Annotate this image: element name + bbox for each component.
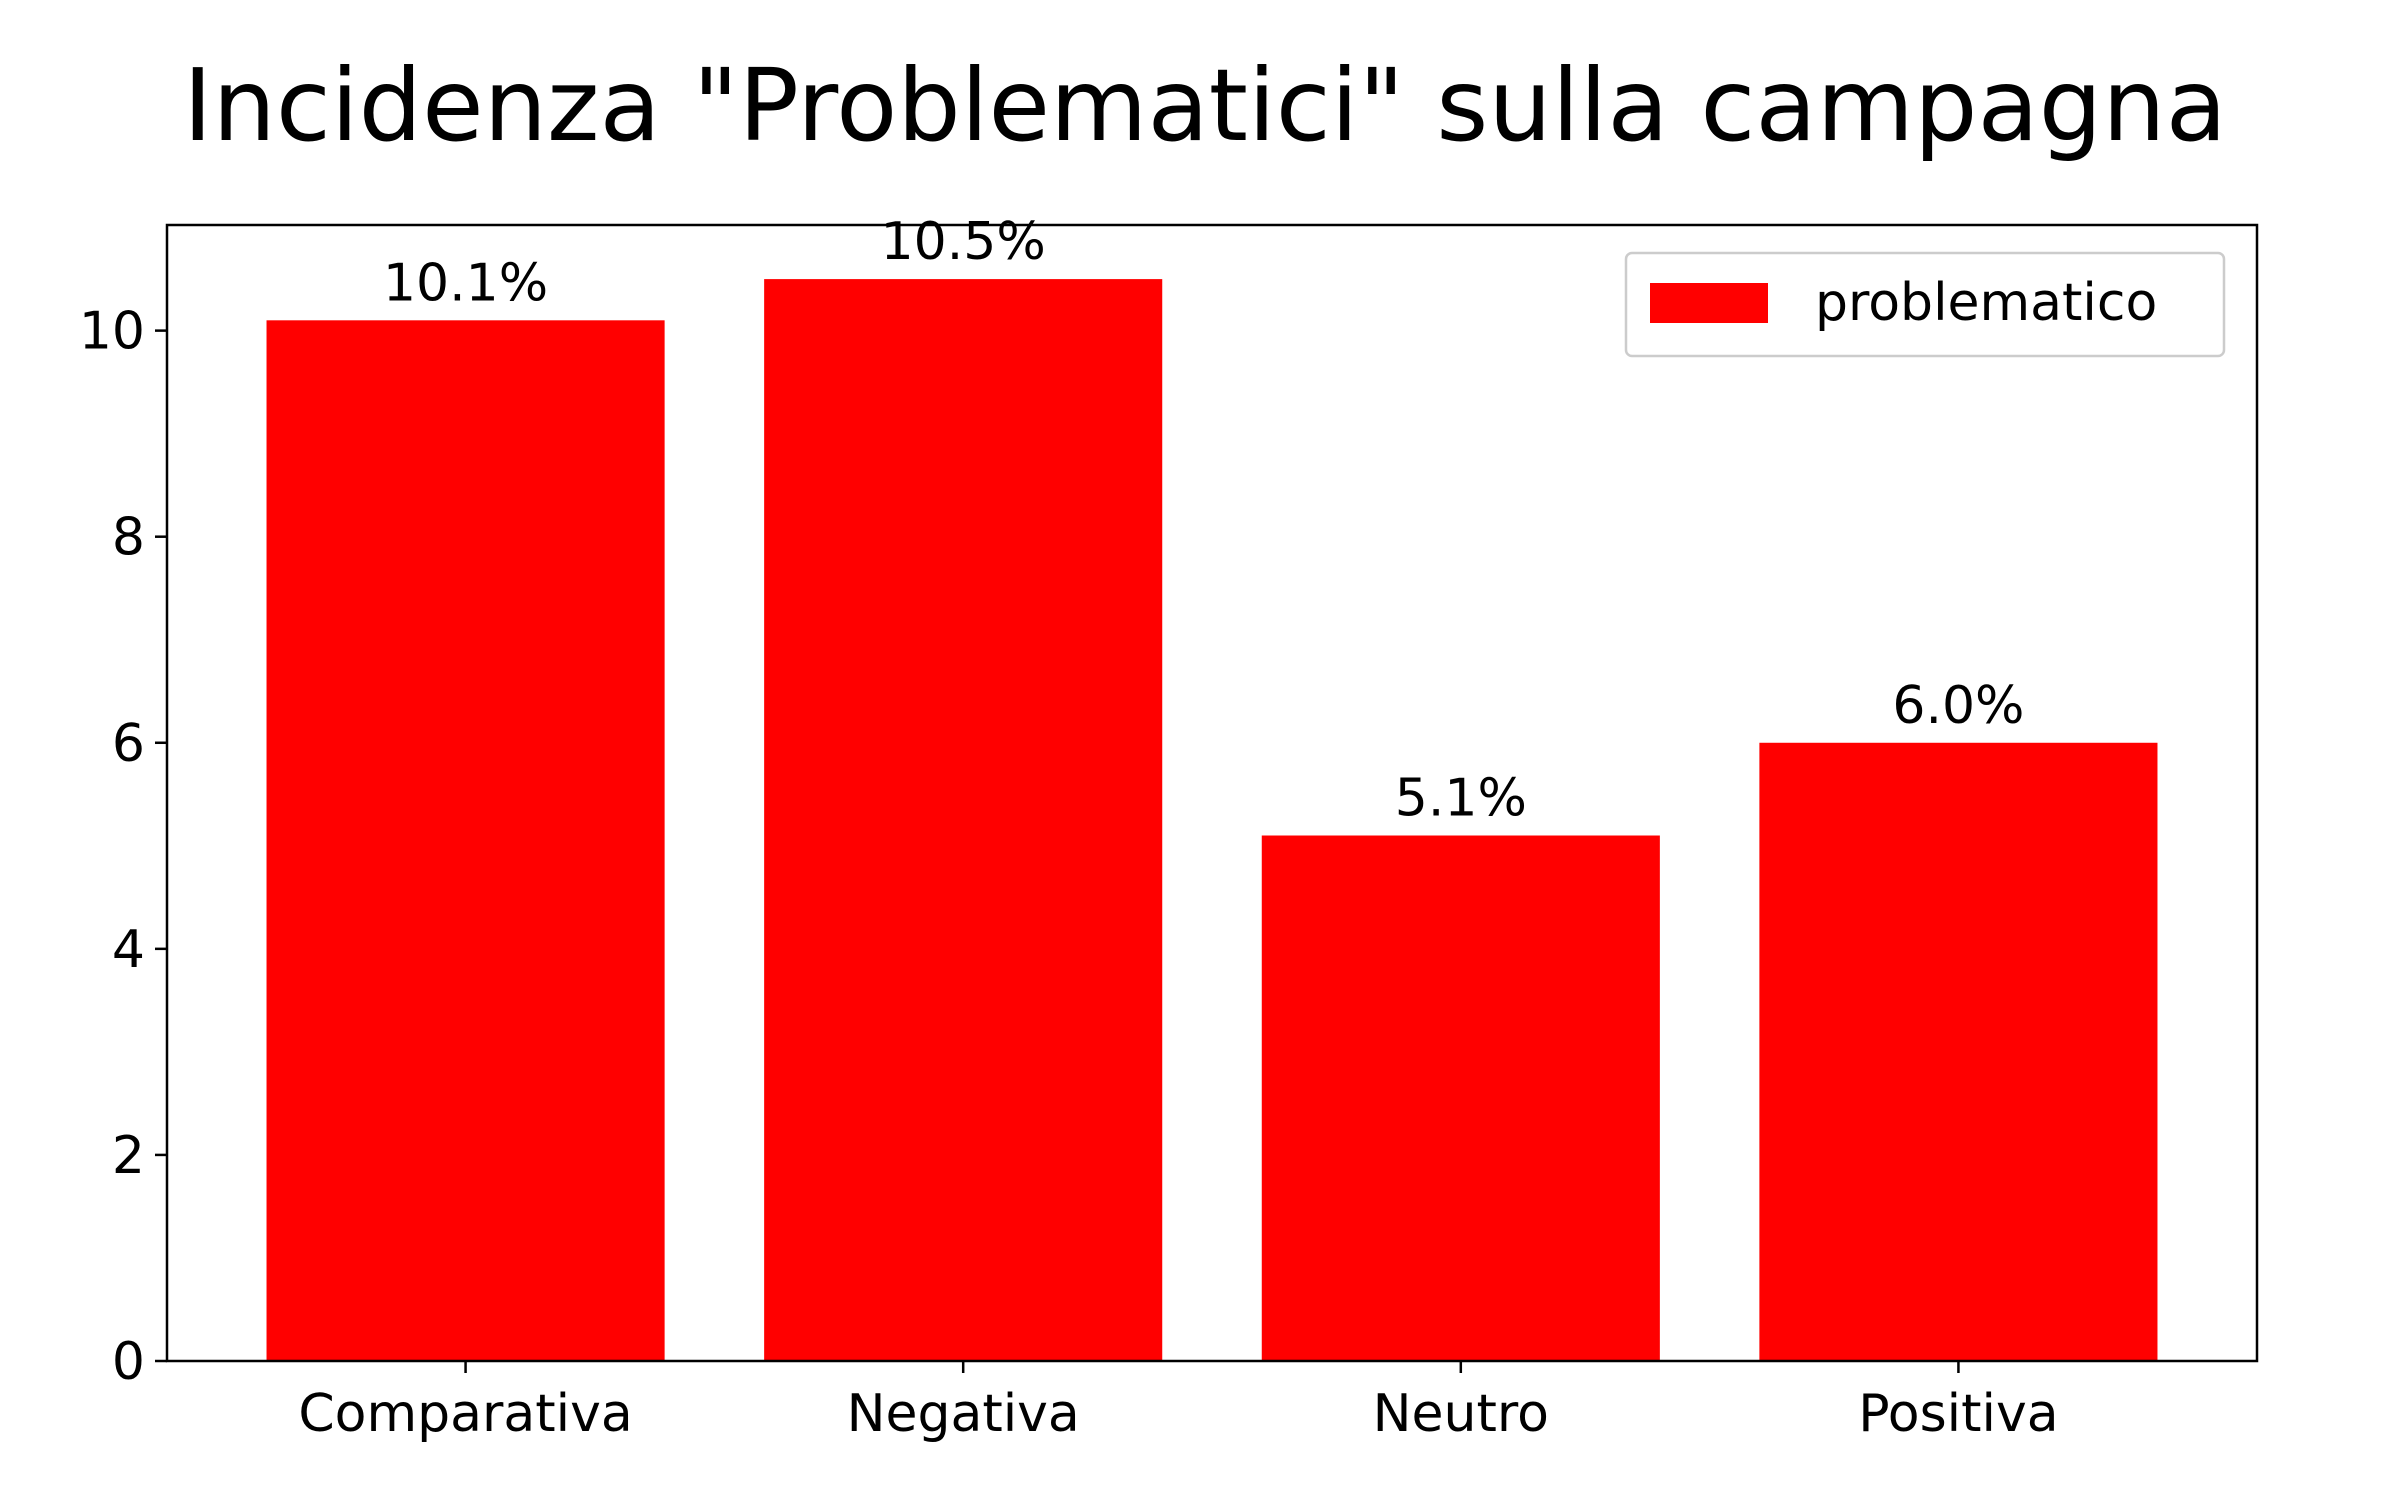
x-tick-label-negativa: Negativa xyxy=(847,1384,1080,1444)
bar-comparativa xyxy=(266,320,665,1361)
y-tick-label-0: 0 xyxy=(112,1332,145,1392)
data-label-positiva: 6.0% xyxy=(1892,676,2024,736)
x-tick-label-neutro: Neutro xyxy=(1373,1384,1549,1444)
legend-box xyxy=(1624,251,2226,358)
y-tick-label-10: 10 xyxy=(79,302,145,362)
legend: problematico xyxy=(1624,251,2226,358)
data-label-comparativa: 10.1% xyxy=(383,253,548,313)
chart-title: Incidenza "Problematici" sulla campagna xyxy=(183,47,2227,164)
bar-negativa xyxy=(764,279,1163,1362)
legend-label: problematico xyxy=(1815,273,2157,333)
axes-frame xyxy=(165,223,2259,1363)
bar-positiva xyxy=(1759,742,2158,1361)
y-tick-label-4: 4 xyxy=(112,920,145,980)
legend-swatch xyxy=(1650,283,1768,323)
bar-neutro xyxy=(1261,835,1660,1361)
plot-area: 10.1% Comparativa 10.5% Negativa 5.1% Neutro 6… xyxy=(79,212,2158,1444)
y-tick-label-6: 6 xyxy=(112,714,145,774)
data-label-negativa: 10.5% xyxy=(881,212,1046,272)
y-tick-label-8: 8 xyxy=(112,508,145,568)
x-tick-label-comparativa: Comparativa xyxy=(298,1384,632,1444)
data-label-neutro: 5.1% xyxy=(1395,769,1527,829)
y-tick-label-2: 2 xyxy=(112,1126,145,1186)
x-tick-label-positiva: Positiva xyxy=(1858,1384,2058,1444)
